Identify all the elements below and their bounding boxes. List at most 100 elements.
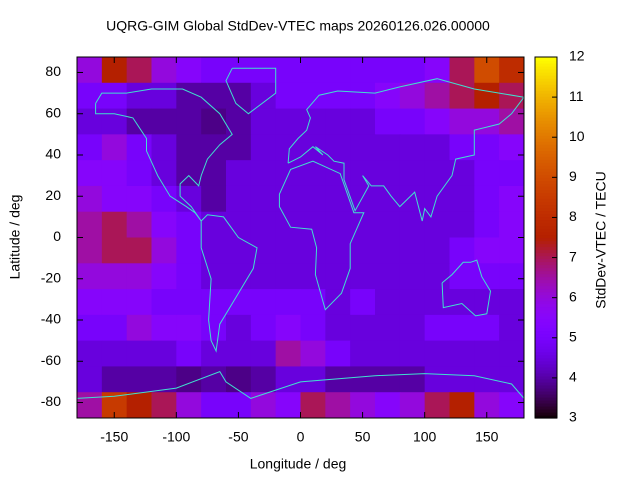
colorbar-segment <box>535 348 557 353</box>
heatmap-cell <box>449 366 475 393</box>
heatmap-cell <box>350 108 376 135</box>
heatmap-cell <box>226 211 252 238</box>
heatmap-cell <box>375 134 401 161</box>
heatmap-cell <box>201 366 227 393</box>
heatmap-cell <box>201 57 227 84</box>
colorbar-segment <box>535 219 557 224</box>
colorbar-segment <box>535 105 557 109</box>
colorbar-segment <box>535 303 557 308</box>
colorbar-label: StdDev-VTEC / TECU <box>593 171 609 308</box>
heatmap-cell <box>375 237 401 264</box>
heatmap-cell <box>399 211 426 238</box>
heatmap-cell <box>300 314 326 342</box>
colorbar-segment <box>535 198 557 202</box>
x-tick-label: -150 <box>100 429 128 445</box>
heatmap-cell <box>201 134 227 161</box>
heatmap-cell <box>77 57 103 84</box>
heatmap-cell <box>226 160 252 187</box>
heatmap-cell <box>350 289 376 316</box>
colorbar-segment <box>535 408 557 413</box>
heatmap-cell <box>176 314 202 342</box>
heatmap-cell <box>275 340 301 367</box>
colorbar-segment <box>535 159 557 163</box>
colorbar-segment <box>535 255 557 260</box>
colorbar-segment <box>535 222 557 227</box>
heatmap-cell <box>250 366 277 393</box>
colorbar-segment <box>535 390 557 395</box>
colorbar-segment <box>535 264 557 269</box>
colorbar-tick-label: 5 <box>569 328 577 344</box>
heatmap-cell <box>449 263 475 290</box>
colorbar-segment <box>535 60 557 64</box>
colorbar-segment <box>535 243 557 248</box>
colorbar-segment <box>535 249 557 254</box>
colorbar-segment <box>535 369 557 374</box>
heatmap-cell <box>151 160 177 187</box>
heatmap-cell <box>449 185 475 213</box>
heatmap-cell <box>77 82 103 110</box>
heatmap-cell <box>474 134 500 161</box>
heatmap-cell <box>375 108 401 135</box>
heatmap-cell <box>176 134 202 161</box>
colorbar-segment <box>535 312 557 317</box>
heatmap-cell <box>126 108 152 135</box>
colorbar-segment <box>535 258 557 263</box>
heatmap-cell <box>424 185 450 213</box>
heatmap-cell <box>399 185 426 213</box>
heatmap-cell <box>250 289 277 316</box>
colorbar-segment <box>535 246 557 251</box>
heatmap-cell <box>300 82 326 110</box>
colorbar-segment <box>535 180 557 184</box>
heatmap-cell <box>375 340 401 367</box>
colorbar-segment <box>535 66 557 70</box>
heatmap-cell <box>449 57 475 84</box>
colorbar-segment <box>535 225 557 230</box>
heatmap-cell <box>126 134 152 161</box>
heatmap-cell <box>424 82 450 110</box>
heatmap-cell <box>399 289 426 316</box>
heatmap-cell <box>275 108 301 135</box>
x-tick-label: 0 <box>297 429 305 445</box>
colorbar-segment <box>535 294 557 299</box>
colorbar-segment <box>535 114 557 118</box>
colorbar-segment <box>535 237 557 242</box>
heatmap-cell <box>101 82 128 110</box>
colorbar-segment <box>535 189 557 193</box>
heatmap-cell <box>399 340 426 367</box>
heatmap-cell <box>399 134 426 161</box>
colorbar-segment <box>535 273 557 278</box>
heatmap-cell <box>474 211 500 238</box>
colorbar-segment <box>535 195 557 199</box>
heatmap-cell <box>424 57 450 84</box>
y-axis-label: Latitude / deg <box>7 195 23 280</box>
colorbar-segment <box>535 318 557 323</box>
colorbar-segment <box>535 207 557 212</box>
heatmap-cell <box>250 392 277 418</box>
x-axis-label: Longitude / deg <box>250 456 347 472</box>
heatmap-cell <box>275 82 301 110</box>
heatmap-cell <box>275 289 301 316</box>
heatmap-cell <box>176 108 202 135</box>
heatmap-cell <box>424 108 450 135</box>
colorbar-segment <box>535 342 557 347</box>
heatmap-cell <box>176 392 202 418</box>
heatmap-cell <box>474 237 500 264</box>
heatmap-cell <box>126 211 152 238</box>
colorbar-segment <box>535 123 557 127</box>
heatmap-cell <box>424 263 450 290</box>
colorbar-segment <box>535 375 557 380</box>
heatmap-cell <box>77 340 103 367</box>
heatmap-cell <box>300 263 326 290</box>
colorbar-segment <box>535 144 557 148</box>
heatmap-cell <box>424 211 450 238</box>
heatmap-cell <box>449 237 475 264</box>
heatmap-cell <box>399 263 426 290</box>
y-tick-label: -20 <box>41 269 61 285</box>
heatmap-cell <box>424 160 450 187</box>
heatmap-cell <box>77 160 103 187</box>
heatmap-cell <box>499 57 524 84</box>
coastline <box>287 78 524 222</box>
y-tick-label: -60 <box>41 352 61 368</box>
colorbar-segment <box>535 165 557 169</box>
